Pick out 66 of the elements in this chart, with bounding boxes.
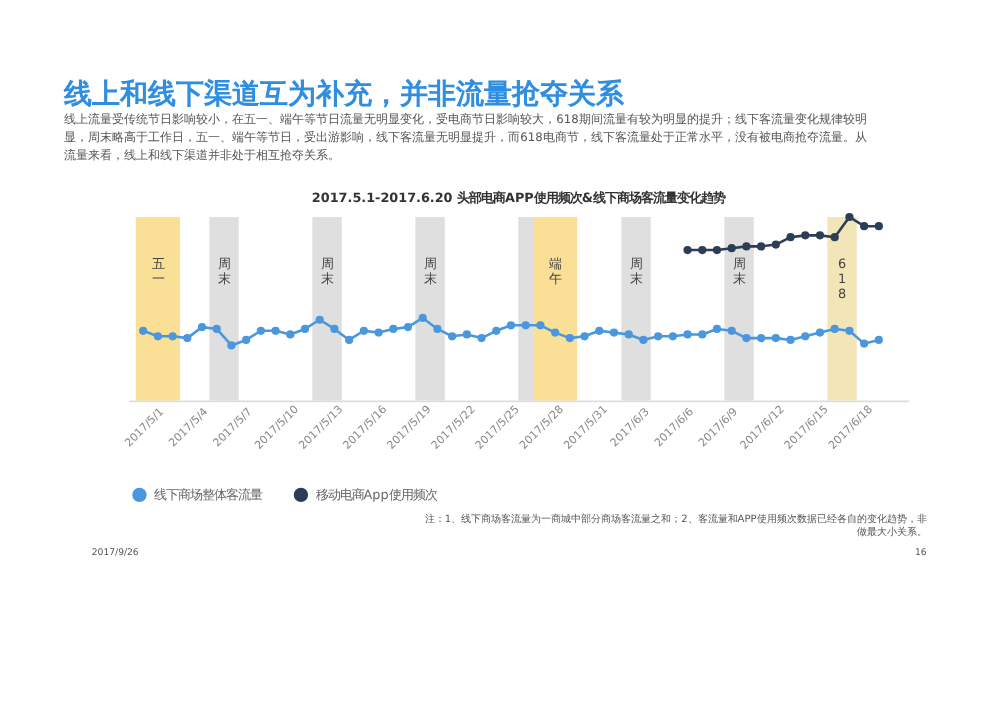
point — [757, 334, 766, 343]
point — [256, 326, 265, 335]
point — [492, 326, 501, 335]
point — [742, 242, 751, 251]
point — [683, 330, 692, 339]
point — [168, 332, 177, 341]
point — [712, 324, 722, 334]
point — [212, 324, 221, 334]
point — [654, 332, 663, 341]
point — [830, 324, 839, 334]
point — [624, 330, 633, 339]
point — [565, 334, 574, 343]
point — [315, 315, 324, 324]
point — [845, 326, 854, 335]
point — [801, 231, 810, 240]
point — [860, 339, 869, 348]
point — [374, 328, 383, 337]
chart-title: 线上和线下渠道互为补充，并非流量抢夺关系 — [62, 76, 627, 111]
point — [815, 231, 825, 240]
point — [815, 328, 825, 337]
point — [698, 245, 707, 255]
point — [757, 242, 766, 251]
point — [845, 212, 854, 222]
point — [742, 334, 751, 343]
point — [153, 332, 162, 341]
point — [727, 326, 736, 335]
point — [286, 330, 295, 339]
point — [786, 233, 795, 242]
point — [874, 222, 883, 231]
point — [551, 328, 560, 337]
point — [139, 326, 148, 335]
point — [506, 321, 516, 330]
point — [683, 245, 692, 255]
point — [874, 335, 883, 345]
point — [609, 328, 619, 337]
point — [403, 323, 413, 332]
point — [595, 326, 604, 335]
point — [580, 332, 589, 341]
point — [712, 245, 722, 255]
point — [433, 324, 442, 334]
point — [536, 321, 545, 330]
point — [300, 324, 310, 334]
point — [727, 244, 736, 253]
point — [668, 332, 677, 341]
point — [183, 334, 192, 343]
point — [389, 324, 398, 334]
point — [462, 330, 471, 339]
point — [786, 335, 795, 345]
point — [242, 335, 251, 345]
point — [771, 240, 780, 249]
point — [345, 335, 354, 345]
point — [860, 222, 869, 231]
point — [227, 341, 236, 350]
point — [698, 330, 707, 339]
point — [477, 334, 486, 343]
point — [639, 335, 648, 345]
point — [771, 334, 780, 343]
point — [330, 324, 339, 334]
point — [830, 233, 839, 242]
point — [197, 323, 207, 332]
point — [801, 332, 810, 341]
point — [448, 332, 457, 341]
point — [418, 313, 427, 323]
point — [521, 321, 530, 330]
point — [271, 326, 280, 335]
point — [359, 326, 368, 335]
